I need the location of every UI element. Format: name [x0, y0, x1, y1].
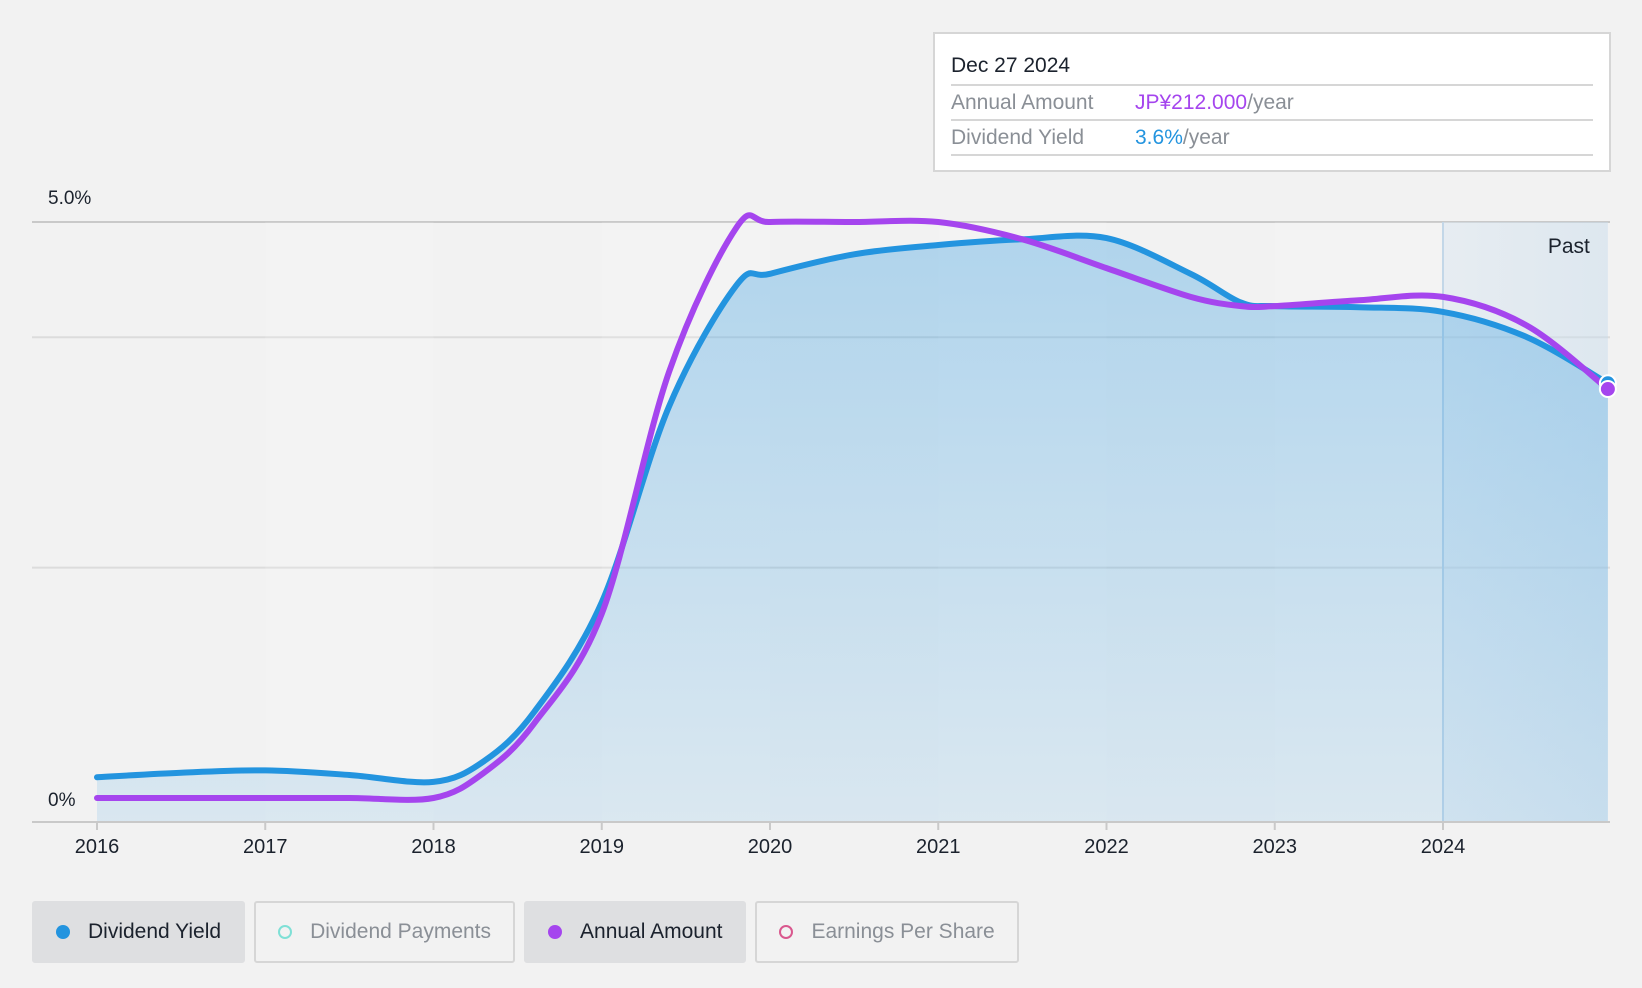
- legend-ring-icon: [278, 925, 293, 939]
- legend-annual-amount-button[interactable]: Annual Amount: [524, 901, 747, 963]
- past-region-label: Past: [1548, 235, 1590, 258]
- dividend-yield-area: [97, 235, 1608, 822]
- dividend-yield-line: [94, 232, 1611, 786]
- x-tick-label: 2019: [580, 836, 625, 858]
- legend-dot-icon: [548, 925, 563, 939]
- series-area: [97, 235, 1608, 822]
- tooltip-key: Annual Amount: [951, 91, 1094, 114]
- series-lines: [94, 212, 1611, 803]
- series-end-markers: [1598, 374, 1617, 399]
- legend-ring-icon: [779, 925, 794, 939]
- x-tick-label: 2018: [411, 836, 456, 858]
- tooltip-date: Dec 27 2024: [951, 48, 1593, 86]
- x-tick-label: 2024: [1421, 836, 1466, 858]
- legend-label: Dividend Payments: [310, 920, 492, 943]
- legend-label: Dividend Yield: [88, 920, 222, 943]
- tooltip-row-dividend-yield: Dividend Yield 3.6% /year: [951, 121, 1593, 156]
- x-tick-label: 2023: [1253, 836, 1298, 858]
- tick-labels: 2016 2017 2018 2019 2020 2021 2022 2023 2024 5.0%…: [48, 188, 1465, 858]
- tooltip-value: JP¥212.000: [1135, 91, 1248, 114]
- x-tick-label: 2016: [75, 836, 120, 858]
- legend-earnings-per-share-button[interactable]: Earnings Per Share: [755, 901, 1019, 963]
- tooltip-value: 3.6%: [1135, 126, 1183, 149]
- tooltip-unit: /year: [1247, 91, 1294, 114]
- tooltip-unit: /year: [1182, 126, 1230, 149]
- x-tick-label: 2021: [916, 836, 961, 858]
- tooltip-row-annual-amount: Annual Amount JP¥212.000 /year: [951, 86, 1593, 121]
- x-tick-label: 2022: [1084, 836, 1129, 858]
- tooltip-card: Dec 27 2024 Annual Amount JP¥212.000 /ye…: [933, 32, 1611, 172]
- legend-dividend-payments-button[interactable]: Dividend Payments: [254, 901, 516, 963]
- legend-label: Earnings Per Share: [811, 920, 995, 943]
- legend-dividend-yield-button[interactable]: Dividend Yield: [32, 901, 246, 963]
- legend-dot-icon: [56, 925, 70, 939]
- y-tick-label: 0%: [48, 790, 76, 811]
- legend-label: Annual Amount: [580, 920, 723, 943]
- x-tick-label: 2020: [748, 836, 793, 858]
- tooltip-key: Dividend Yield: [951, 126, 1085, 149]
- annual-amount-end-point: [1598, 380, 1617, 399]
- x-tick-label: 2017: [243, 836, 288, 858]
- legend: Dividend Yield Dividend Payments Annual …: [32, 901, 1019, 963]
- year-band: [265, 222, 434, 822]
- y-tick-label: 5.0%: [48, 188, 91, 209]
- axes: [32, 821, 1610, 830]
- annual-amount-line: [94, 212, 1611, 803]
